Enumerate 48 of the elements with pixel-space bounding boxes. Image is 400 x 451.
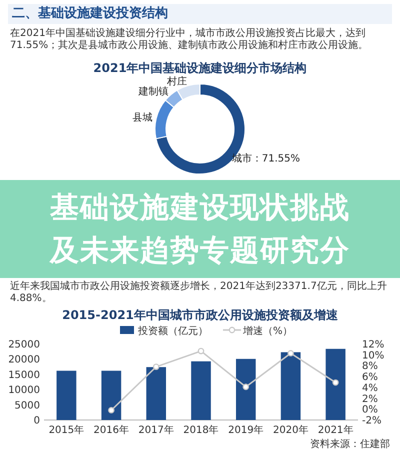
bar [236,358,256,420]
x-tick-label: 2017年 [138,424,174,436]
x-tick-label: 2016年 [94,424,130,436]
text: 二、基础设施建设投资结构 [8,4,392,24]
y-tick-label: 10000 [8,385,40,396]
text: 基础设施建设现状挑战及未来趋势专题研究分 [48,189,351,269]
x-tick-label: 2015年 [48,424,84,436]
y-tick-label: 20000 [8,354,40,366]
x-tick-label: 2018年 [183,424,219,436]
y2-tick-label: 10% [362,350,384,362]
point [108,407,114,414]
chart-title: 2015-2021年中国城市市政公用设施投资额及增速 [61,307,339,324]
y2-tick-label: 4% [362,382,378,394]
y2-tick-label: 6% [362,372,378,384]
bar [280,352,301,420]
bar [326,348,346,420]
point [242,384,250,390]
bar [56,370,76,420]
bar [146,367,166,420]
slice-label: 县城 [132,111,152,124]
point [288,350,294,356]
bar [101,370,122,420]
text: 在2021年中国基础设施建设细分行业中，城市市政公用设施投资占比最大，达到71.55%；其次是县城市政公用设施、建制镇市政公用设施和村庄市政公用设施。 [10,28,370,52]
point [198,348,204,354]
y2-tick-label: 8% [362,361,378,372]
y-tick-label: 0 [34,416,40,426]
y2-tick-label: 12% [362,340,384,350]
slice-label: 建制镇 [137,86,168,98]
y2-tick-label: 2% [362,394,378,405]
slice-label: 村庄 [166,76,188,88]
slice-label: 城市 [230,152,252,165]
chart-title: 2021年中国基础设施建设细分市场结构 [92,60,308,76]
legend-label: 增速（%） [242,325,293,337]
x-tick-label: 2020年 [272,424,308,436]
text: 资料来源：住建部 [309,438,390,451]
x-tick-label: 2021年 [318,424,354,436]
y-tick-label: 25000 [8,340,40,350]
y-tick-label: 5000 [14,400,40,412]
y2-tick-label: -2% [362,416,382,426]
y-tick-label: 15000 [8,370,40,381]
legend-label: 投资额（亿元） [137,325,208,337]
bar [191,361,211,420]
text: 近年来我国城市市政公用设施投资额逐步增长，2021年达到23371.7亿元，同比上升4.88%。 [10,281,388,305]
point [152,364,160,370]
y2-tick-label: 0% [362,404,378,416]
point [332,379,339,386]
data-label: ：71.55% [252,154,300,165]
x-tick-label: 2019年 [228,424,264,436]
